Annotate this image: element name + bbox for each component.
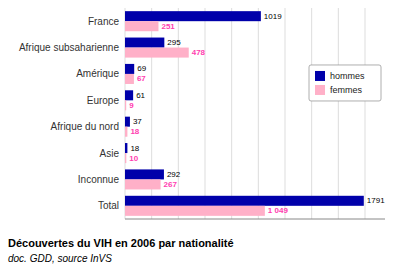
y-tick-label: Amérique bbox=[76, 68, 119, 79]
bar bbox=[125, 169, 164, 179]
grid-line bbox=[365, 8, 366, 219]
bar bbox=[125, 48, 189, 58]
data-label: 61 bbox=[136, 91, 145, 100]
data-label: 18 bbox=[130, 144, 139, 153]
data-label: 37 bbox=[133, 117, 142, 126]
bar bbox=[125, 127, 127, 137]
bar bbox=[125, 74, 134, 84]
grid-line bbox=[231, 8, 232, 219]
legend-swatch bbox=[315, 85, 325, 95]
bar bbox=[125, 117, 130, 127]
data-labels: 101925129547869676193718181029226717911 … bbox=[129, 12, 385, 216]
grid-line bbox=[205, 8, 206, 219]
bar bbox=[125, 21, 158, 31]
bar bbox=[125, 11, 261, 21]
data-label: 67 bbox=[137, 74, 146, 83]
bar bbox=[125, 179, 161, 189]
data-label: 295 bbox=[167, 38, 181, 47]
y-axis: France Afrique subsaharienne Amérique Europ… bbox=[19, 16, 120, 212]
subtitle: doc. GDD, source InVS bbox=[8, 253, 112, 264]
bars bbox=[125, 11, 364, 216]
legend-box bbox=[309, 65, 381, 101]
legend-label: hommes bbox=[330, 71, 365, 81]
legend-swatch bbox=[315, 71, 325, 81]
bar bbox=[125, 100, 126, 110]
grid-line bbox=[285, 8, 286, 219]
legend: hommes femmes bbox=[309, 65, 381, 101]
grid-line bbox=[338, 8, 339, 219]
data-label: 478 bbox=[192, 48, 206, 57]
bar bbox=[125, 90, 133, 100]
y-tick-label: Inconnue bbox=[78, 174, 120, 185]
data-label: 10 bbox=[129, 154, 138, 163]
grid-line bbox=[311, 8, 312, 219]
bar bbox=[125, 64, 134, 74]
bar bbox=[125, 153, 126, 163]
y-tick-label: France bbox=[88, 16, 120, 27]
bar bbox=[125, 143, 127, 153]
y-tick-label: Asie bbox=[100, 148, 120, 159]
y-tick-label: Afrique subsaharienne bbox=[19, 42, 120, 53]
legend-label: femmes bbox=[330, 85, 363, 95]
title: Découvertes du VIH en 2006 par nationali… bbox=[8, 237, 234, 249]
bar bbox=[125, 38, 164, 48]
data-label: 69 bbox=[137, 64, 146, 73]
data-label: 1019 bbox=[264, 12, 282, 21]
data-label: 9 bbox=[129, 101, 134, 110]
y-tick-label: Europe bbox=[87, 95, 120, 106]
data-label: 18 bbox=[130, 127, 139, 136]
data-label: 251 bbox=[161, 22, 175, 31]
y-tick-label: Afrique du nord bbox=[51, 121, 119, 132]
grid bbox=[125, 8, 365, 219]
grid-line bbox=[258, 8, 259, 219]
y-tick-label: Total bbox=[98, 200, 119, 211]
data-label: 292 bbox=[167, 170, 181, 179]
chart: 101925129547869676193718181029226717911 … bbox=[0, 0, 401, 269]
bar bbox=[125, 206, 265, 216]
data-label: 267 bbox=[164, 180, 178, 189]
x-axis-line bbox=[125, 219, 385, 220]
data-label: 1791 bbox=[367, 196, 385, 205]
data-label: 1 049 bbox=[268, 206, 289, 215]
bar bbox=[125, 196, 364, 206]
